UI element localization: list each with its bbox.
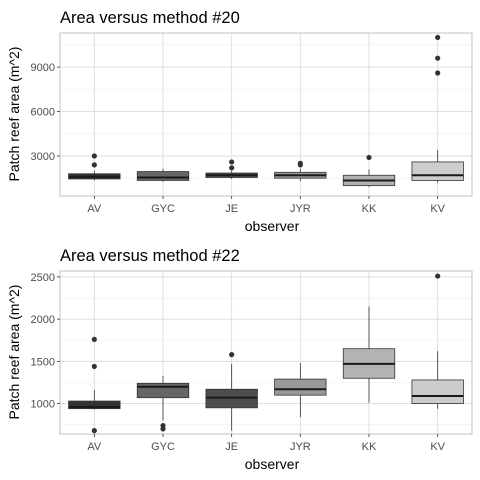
- outlier-point: [229, 352, 235, 358]
- x-tick-label: JE: [225, 441, 238, 453]
- x-tick-label: KV: [430, 203, 445, 215]
- outlier-point: [435, 273, 441, 279]
- chart-2-box-KK: [342, 306, 396, 403]
- x-tick-label: JE: [225, 203, 238, 215]
- chart-1-x-axis-title: observer: [245, 218, 300, 234]
- x-tick-label: KK: [362, 203, 377, 215]
- chart-1-panel: 3000 6000 9000 AV GYC JE JYR KK KV: [31, 32, 473, 215]
- iqr-box: [136, 382, 190, 399]
- y-tick-label: 2500: [31, 272, 55, 284]
- chart-1-title: Area versus method #20: [60, 9, 240, 27]
- outlier-point: [160, 422, 166, 429]
- y-tick-label: 2000: [31, 314, 55, 326]
- chart-2-y-axis-title: Patch reef area (m^2): [6, 285, 22, 420]
- x-tick-label: GYC: [151, 441, 175, 453]
- outlier-point: [91, 153, 97, 159]
- y-tick-label: 1000: [31, 399, 55, 411]
- x-tick-label: AV: [87, 203, 102, 215]
- y-tick-label: 3000: [31, 151, 55, 163]
- outlier-point: [91, 336, 97, 343]
- outlier-point: [435, 70, 441, 76]
- outlier-point: [229, 159, 235, 165]
- chart-2-panel: 1000 1500 2000 2500 AV GYC JE JYR KK KV: [31, 270, 473, 453]
- outlier-point: [435, 55, 441, 61]
- iqr-box: [136, 171, 190, 181]
- chart-1-y-axis-title: Patch reef area (m^2): [6, 47, 22, 182]
- y-tick-label: 1500: [31, 356, 55, 368]
- iqr-box: [68, 400, 121, 410]
- chart-2-box-GYC: [136, 375, 190, 432]
- y-tick-label: 6000: [31, 107, 55, 119]
- chart-2-title: Area versus method #22: [60, 247, 240, 265]
- iqr-box: [274, 378, 327, 396]
- chart-1-box-KV: [411, 34, 464, 183]
- iqr-box: [411, 379, 464, 404]
- chart-1-panel-border: [59, 32, 473, 197]
- chart-2-box-JE: [205, 352, 258, 431]
- y-tick-label: 9000: [31, 62, 55, 74]
- chart-1-box-AV: [68, 153, 121, 181]
- chart-1-box-KK: [342, 154, 396, 188]
- outlier-point: [91, 162, 97, 168]
- chart-2-x-axis-title: observer: [245, 456, 300, 472]
- x-tick-label: JYR: [290, 441, 311, 453]
- outlier-point: [91, 428, 97, 434]
- chart-1-box-GYC: [136, 168, 190, 182]
- outlier-point: [91, 363, 97, 370]
- x-tick-label: KK: [362, 441, 377, 453]
- chart-2-box-KV: [411, 273, 464, 409]
- chart-1-box-JE: [205, 159, 258, 179]
- outlier-point: [366, 154, 372, 161]
- outlier-point: [229, 165, 235, 171]
- iqr-box: [411, 161, 464, 181]
- chart-2-box-AV: [68, 336, 121, 434]
- x-tick-label: GYC: [151, 203, 175, 215]
- outlier-point: [435, 34, 441, 41]
- x-tick-label: JYR: [290, 203, 311, 215]
- x-tick-label: KV: [430, 441, 445, 453]
- chart-2-box-JYR: [274, 363, 327, 418]
- chart-1-box-JYR: [274, 160, 327, 182]
- x-tick-label: AV: [87, 441, 102, 453]
- outlier-point: [297, 160, 303, 166]
- chart-2-panel-border: [59, 270, 473, 435]
